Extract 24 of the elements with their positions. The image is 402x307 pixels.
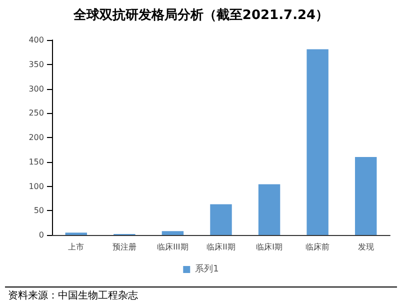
y-tick-label: 150 xyxy=(28,157,44,166)
chart-title: 全球双抗研发格局分析（截至2021.7.24） xyxy=(72,7,329,23)
bar xyxy=(162,231,184,235)
x-tick-label: 临床III期 xyxy=(157,242,188,252)
y-tick-label: 250 xyxy=(28,108,44,118)
x-tick-label: 临床前 xyxy=(306,242,330,252)
text: 资料来源：中国生物工程杂志 xyxy=(8,290,138,302)
legend-label: 系列1 xyxy=(195,264,219,274)
y-tick-label: 300 xyxy=(28,84,44,94)
x-tick-label: 发现 xyxy=(358,242,374,252)
y-tick-label: 200 xyxy=(28,133,44,142)
x-tick-label: 临床II期 xyxy=(206,242,236,252)
y-tick-label: 400 xyxy=(28,36,44,44)
y-tick-label: 0 xyxy=(38,230,44,240)
y-tick-label: 50 xyxy=(34,206,44,216)
x-tick-label: 上市 xyxy=(68,242,84,252)
y-tick-label: 350 xyxy=(28,60,44,69)
x-tick-label: 预注册 xyxy=(112,242,136,252)
bar xyxy=(258,184,280,235)
bar xyxy=(354,157,377,235)
bar xyxy=(306,49,328,235)
x-tick-label: 临床I期 xyxy=(256,242,282,252)
y-tick-label: 100 xyxy=(28,182,44,191)
bar xyxy=(210,204,232,235)
